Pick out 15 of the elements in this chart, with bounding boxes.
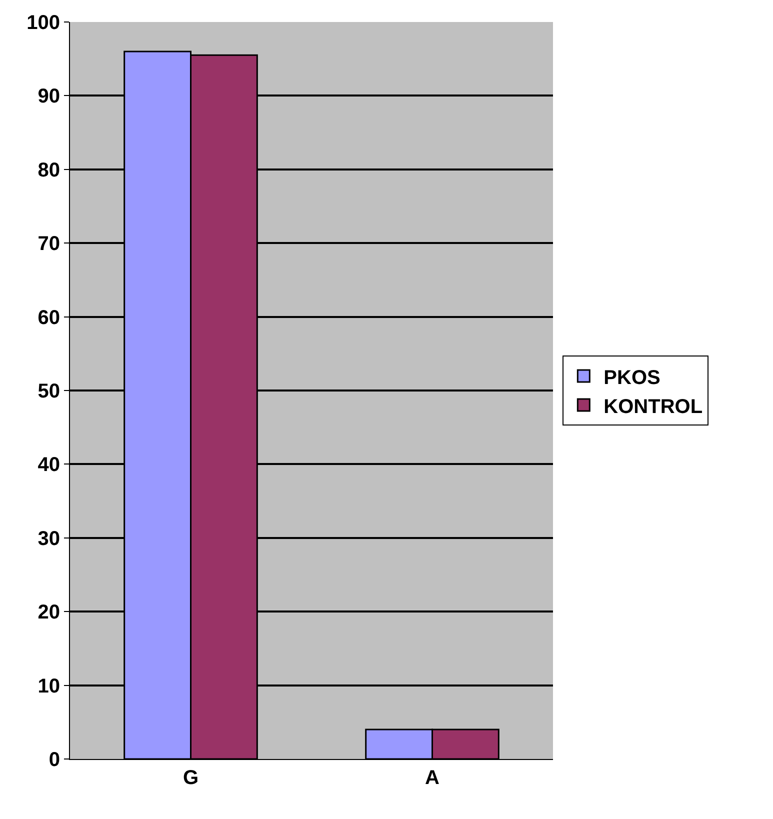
legend-label: PKOS [604,366,660,389]
legend-label: KONTROL [604,396,703,418]
y-tick-label: 30 [38,528,60,550]
y-tick-label: 40 [38,454,60,476]
x-tick-label: A [425,767,440,789]
y-tick-label: 0 [48,749,60,771]
y-tick-label: 50 [38,380,60,402]
y-tick-label: 90 [38,86,60,108]
y-tick-label: 80 [38,159,60,182]
x-tick-label: G [182,767,199,789]
y-tick-label: 60 [38,306,60,329]
y-tick-label: 20 [38,602,60,624]
y-tick-label: 70 [38,233,60,256]
y-tick-label: 100 [26,12,60,34]
y-tick-label: 10 [38,675,60,698]
